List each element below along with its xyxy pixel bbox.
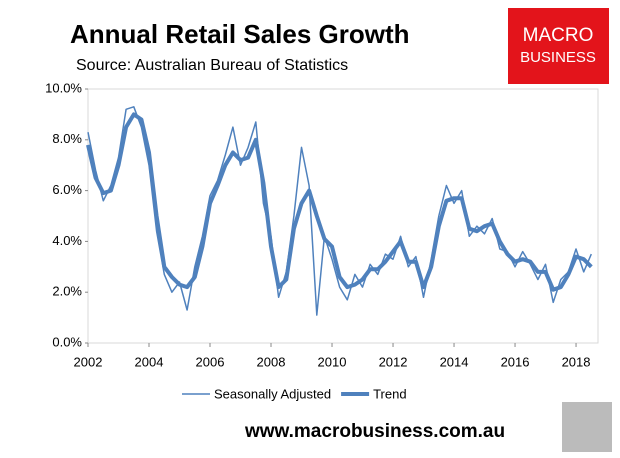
x-tick-label: 2018 [562,354,591,369]
chart-title: Annual Retail Sales Growth [70,19,410,49]
y-tick-label: 2.0% [52,284,82,299]
legend-label: Trend [373,386,406,401]
wolf-icon [562,402,612,452]
x-tick-label: 2008 [257,354,286,369]
line-series [87,106,592,316]
logo-text: MACRO [523,25,594,46]
y-tick-label: 4.0% [52,233,82,248]
y-tick-label: 0.0% [52,334,82,349]
plot-border [87,88,599,344]
y-tick-label: 8.0% [52,131,82,146]
x-tick-label: 2014 [440,354,469,369]
line-series [86,112,593,292]
x-tick-label: 2012 [379,354,408,369]
x-tick-label: 2002 [74,354,103,369]
y-tick-label: 10.0% [45,80,82,95]
logo-box [508,8,609,84]
logo-text: BUSINESS [520,49,596,66]
chart-subtitle: Source: Australian Bureau of Statistics [76,57,348,74]
footer-url: www.macrobusiness.com.au [244,421,505,442]
x-tick-label: 2006 [196,354,225,369]
legend-label: Seasonally Adjusted [214,386,331,401]
y-tick-label: 6.0% [52,182,82,197]
x-tick-label: 2016 [501,354,530,369]
x-tick-label: 2004 [135,354,164,369]
x-tick-label: 2010 [318,354,347,369]
